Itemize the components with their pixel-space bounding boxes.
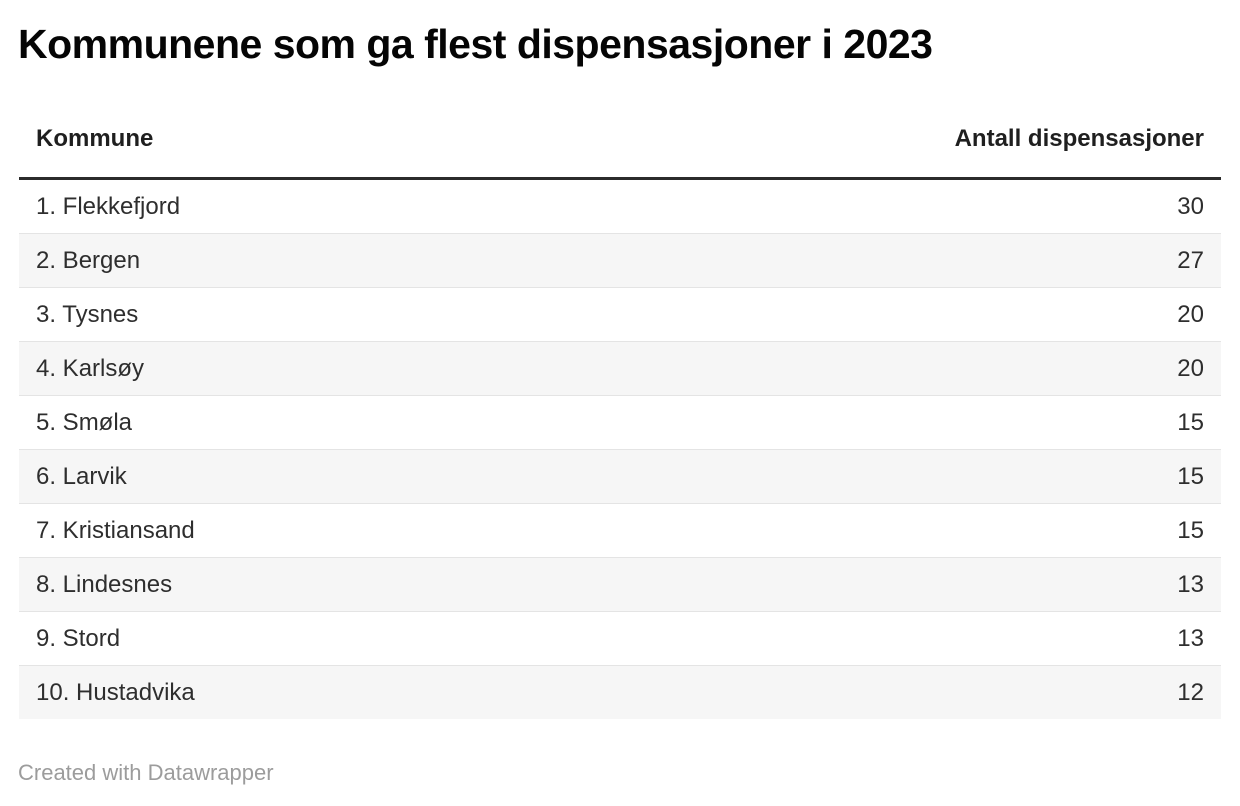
kommune-cell: 5. Smøla	[19, 395, 620, 450]
kommune-cell: 2. Bergen	[19, 233, 620, 288]
kommune-cell: 10. Hustadvika	[36, 678, 195, 706]
table-row: 8. Lindesnes 13	[19, 557, 1221, 612]
column-header-antall-dispensasjoner: Antall dispensasjoner	[620, 109, 1221, 180]
antall-cell: 13	[620, 611, 1221, 666]
table-row: 9. Stord 13	[19, 611, 1221, 666]
antall-cell: 20	[620, 341, 1221, 396]
kommune-cell: 7. Kristiansand	[19, 503, 620, 558]
page-title: Kommunene som ga flest dispensasjoner i …	[18, 21, 933, 67]
table-header-row: Kommune Antall dispensasjoner	[19, 109, 1221, 180]
table-row: 5. Smøla 15	[19, 395, 1221, 450]
kommune-cell: 1. Flekkefjord	[19, 178, 620, 234]
kommune-cell: 3. Tysnes	[19, 287, 620, 342]
antall-cell: 15	[620, 395, 1221, 450]
table-row: 1. Flekkefjord 30	[19, 178, 1221, 234]
antall-cell: 15	[620, 449, 1221, 504]
antall-cell: 13	[620, 557, 1221, 612]
table-row: 2. Bergen 27	[19, 233, 1221, 288]
kommune-cell: 6. Larvik	[19, 449, 620, 504]
table-row: 6. Larvik 15	[19, 449, 1221, 504]
column-header-kommune: Kommune	[19, 109, 620, 180]
table-row: 4. Karlsøy 20	[19, 341, 1221, 396]
kommune-cell: 9. Stord	[19, 611, 620, 666]
table-body: 1. Flekkefjord 30 2. Bergen 27 3. Tysnes 20 4.…	[19, 178, 1221, 719]
table-header: Kommune Antall dispensasjoner	[19, 109, 1221, 180]
data-table-container: Kommune Antall dispensasjoner 1. Flekkef…	[19, 109, 1221, 719]
data-table: Kommune Antall dispensasjoner 1. Flekkef…	[19, 109, 1221, 719]
antall-cell: 20	[620, 287, 1221, 342]
antall-cell: 12	[1177, 678, 1204, 706]
table-row: 7. Kristiansand 15	[19, 503, 1221, 558]
table-row: 10. Hustadvika 12	[19, 665, 1221, 719]
kommune-cell: 4. Karlsøy	[19, 341, 620, 396]
antall-cell: 15	[620, 503, 1221, 558]
datawrapper-credit-link[interactable]: Created with Datawrapper	[18, 760, 274, 785]
antall-cell: 27	[620, 233, 1221, 288]
kommune-cell: 8. Lindesnes	[19, 557, 620, 612]
antall-cell: 30	[620, 178, 1221, 234]
table-row: 3. Tysnes 20	[19, 287, 1221, 342]
